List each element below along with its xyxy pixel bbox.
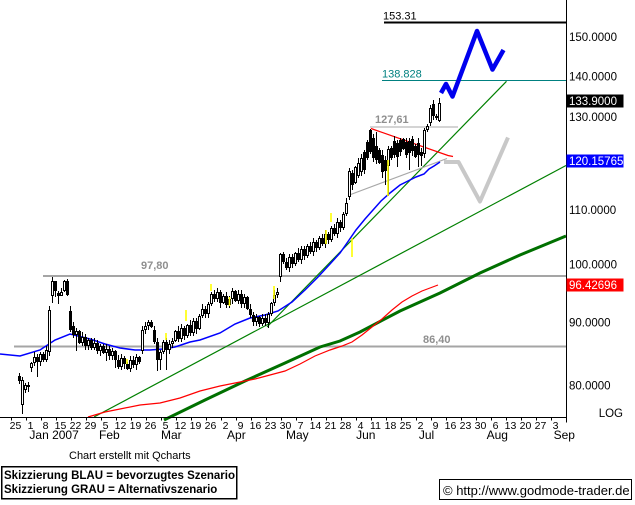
svg-text:150.0000: 150.0000 [569,32,617,44]
svg-text:140.0000: 140.0000 [569,72,617,84]
svg-text:25: 25 [400,420,412,432]
svg-text:Skizzierung GRAU = Alternativs: Skizzierung GRAU = Alternativszenario [4,484,217,496]
svg-text:© http://www.godmode-trader.de: © http://www.godmode-trader.de [443,483,630,498]
svg-text:153.31: 153.31 [383,11,417,23]
svg-text:16: 16 [445,420,457,432]
svg-text:4: 4 [358,420,364,432]
svg-text:Chart erstellt mit Qcharts: Chart erstellt mit Qcharts [69,450,191,462]
svg-text:25: 25 [10,420,22,432]
svg-text:133.9000: 133.9000 [569,96,617,108]
svg-text:3: 3 [553,420,559,432]
svg-text:23: 23 [265,420,277,432]
svg-text:19: 19 [130,420,142,432]
svg-text:90.0000: 90.0000 [569,318,611,330]
svg-text:Skizzierung BLAU = bevorzugtes: Skizzierung BLAU = bevorzugtes Szenario [4,470,235,482]
svg-text:9: 9 [238,420,244,432]
svg-text:12: 12 [115,420,127,432]
svg-text:19: 19 [190,420,202,432]
svg-text:26: 26 [145,420,157,432]
svg-text:96.42696: 96.42696 [569,280,617,292]
svg-text:18: 18 [385,420,397,432]
svg-text:16: 16 [250,420,262,432]
svg-text:29: 29 [85,420,97,432]
svg-text:110.0000: 110.0000 [569,205,616,217]
svg-text:Feb: Feb [99,428,120,442]
svg-text:1: 1 [28,420,34,432]
svg-text:14: 14 [310,420,322,432]
svg-text:97,80: 97,80 [141,260,169,272]
svg-text:9: 9 [433,420,439,432]
svg-text:Aug: Aug [487,428,508,442]
svg-text:26: 26 [205,420,217,432]
svg-text:6: 6 [493,420,499,432]
svg-text:30: 30 [280,420,292,432]
svg-text:12: 12 [175,420,187,432]
svg-text:30: 30 [475,420,487,432]
svg-text:23: 23 [460,420,472,432]
svg-text:138.828: 138.828 [382,69,422,81]
svg-text:5: 5 [163,420,169,432]
svg-text:2: 2 [418,420,424,432]
svg-text:LOG: LOG [599,408,623,420]
svg-text:130.0000: 130.0000 [569,112,617,124]
svg-text:13: 13 [505,420,517,432]
svg-text:8: 8 [43,420,49,432]
svg-text:86,40: 86,40 [423,334,451,346]
svg-text:127,61: 127,61 [375,114,409,126]
svg-text:Mar: Mar [161,428,182,442]
svg-text:7: 7 [298,420,304,432]
svg-text:Jan 2007: Jan 2007 [29,428,79,442]
svg-text:May: May [286,428,309,442]
svg-text:11: 11 [370,420,381,432]
svg-text:2: 2 [223,420,229,432]
svg-text:28: 28 [340,420,352,432]
svg-text:100.0000: 100.0000 [569,260,617,272]
svg-text:21: 21 [325,420,337,432]
svg-text:80.0000: 80.0000 [569,381,611,393]
svg-text:Sep: Sep [554,428,576,442]
svg-text:Jun: Jun [356,428,375,442]
svg-text:5: 5 [103,420,109,432]
svg-text:20: 20 [520,420,532,432]
svg-text:22: 22 [70,420,82,432]
svg-text:120.15765: 120.15765 [569,156,623,168]
svg-text:15: 15 [55,420,67,432]
svg-text:27: 27 [535,420,547,432]
svg-text:Jul: Jul [419,428,434,442]
svg-text:Apr: Apr [227,428,246,442]
